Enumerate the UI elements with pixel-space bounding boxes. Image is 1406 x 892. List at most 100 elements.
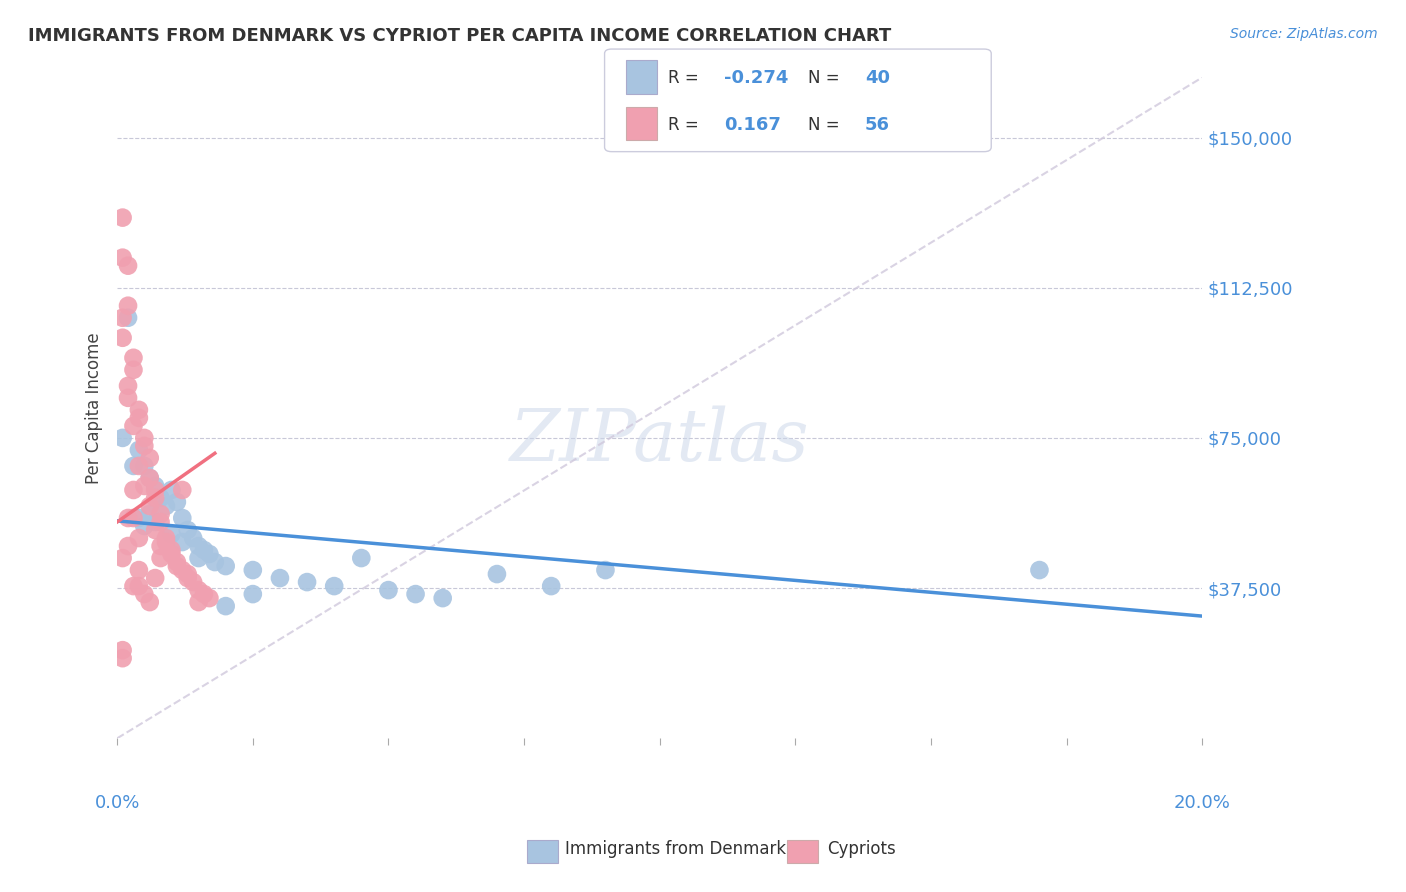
Point <box>134 519 156 533</box>
Point <box>111 551 134 566</box>
Point <box>134 431 156 445</box>
Point <box>350 551 373 566</box>
Text: 0.167: 0.167 <box>724 116 780 134</box>
Point <box>172 511 194 525</box>
Text: Source: ZipAtlas.com: Source: ZipAtlas.com <box>1230 27 1378 41</box>
Point <box>181 575 204 590</box>
Point <box>187 583 209 598</box>
Point <box>128 563 150 577</box>
Point <box>128 410 150 425</box>
Point <box>143 491 166 505</box>
Point <box>134 479 156 493</box>
Point <box>432 591 454 606</box>
Point <box>172 535 194 549</box>
Point <box>177 523 200 537</box>
Text: Cypriots: Cypriots <box>827 840 896 858</box>
Point <box>143 523 166 537</box>
Point <box>111 251 134 265</box>
Point <box>139 471 162 485</box>
Point <box>160 543 183 558</box>
Point <box>215 599 238 614</box>
Point <box>172 483 194 497</box>
Point <box>122 458 145 473</box>
Point <box>128 402 150 417</box>
Point <box>111 331 134 345</box>
Point <box>198 547 221 561</box>
Point <box>155 531 177 545</box>
Point <box>193 587 215 601</box>
Point <box>139 471 162 485</box>
Point <box>139 595 162 609</box>
Point <box>128 531 150 545</box>
Point <box>155 535 177 549</box>
Point <box>177 567 200 582</box>
Point <box>128 458 150 473</box>
Point <box>122 351 145 365</box>
Text: 40: 40 <box>865 70 890 87</box>
Point <box>198 591 221 606</box>
Point <box>242 587 264 601</box>
Point <box>128 579 150 593</box>
Point <box>149 515 172 529</box>
Text: N =: N = <box>808 70 845 87</box>
Point <box>595 563 617 577</box>
Point <box>143 483 166 497</box>
Point <box>143 515 166 529</box>
Point <box>122 511 145 525</box>
Y-axis label: Per Capita Income: Per Capita Income <box>86 332 103 483</box>
Text: 56: 56 <box>865 116 890 134</box>
Point <box>204 555 226 569</box>
Point <box>143 571 166 585</box>
Point <box>377 583 399 598</box>
Point <box>405 587 427 601</box>
Point <box>143 479 166 493</box>
Point <box>122 418 145 433</box>
Point <box>485 567 508 582</box>
Point <box>215 559 238 574</box>
Text: 20.0%: 20.0% <box>1174 795 1230 813</box>
Point <box>117 379 139 393</box>
Point <box>139 507 162 521</box>
Point <box>117 391 139 405</box>
Point <box>117 511 139 525</box>
Point <box>134 458 156 473</box>
Point <box>134 587 156 601</box>
Point <box>166 495 188 509</box>
Point <box>187 539 209 553</box>
Point <box>122 483 145 497</box>
Point <box>117 310 139 325</box>
Text: -0.274: -0.274 <box>724 70 789 87</box>
Point <box>111 431 134 445</box>
Point <box>166 559 188 574</box>
Point <box>1028 563 1050 577</box>
Point <box>139 450 162 465</box>
Point <box>187 595 209 609</box>
Point <box>166 555 188 569</box>
Point <box>128 442 150 457</box>
Point <box>111 310 134 325</box>
Point <box>149 551 172 566</box>
Point <box>193 543 215 558</box>
Point <box>117 299 139 313</box>
Point <box>111 643 134 657</box>
Point <box>242 563 264 577</box>
Point <box>177 571 200 585</box>
Point <box>181 531 204 545</box>
Point <box>160 483 183 497</box>
Text: ZIPatlas: ZIPatlas <box>510 406 810 476</box>
Text: 0.0%: 0.0% <box>94 795 139 813</box>
Point <box>117 259 139 273</box>
Point <box>295 575 318 590</box>
Point <box>269 571 291 585</box>
Text: N =: N = <box>808 116 845 134</box>
Text: R =: R = <box>668 70 704 87</box>
Point <box>111 651 134 665</box>
Text: R =: R = <box>668 116 704 134</box>
Point <box>323 579 346 593</box>
Point <box>187 551 209 566</box>
Point <box>149 491 172 505</box>
Point <box>117 539 139 553</box>
Point <box>160 527 183 541</box>
Text: IMMIGRANTS FROM DENMARK VS CYPRIOT PER CAPITA INCOME CORRELATION CHART: IMMIGRANTS FROM DENMARK VS CYPRIOT PER C… <box>28 27 891 45</box>
Text: Immigrants from Denmark: Immigrants from Denmark <box>565 840 786 858</box>
